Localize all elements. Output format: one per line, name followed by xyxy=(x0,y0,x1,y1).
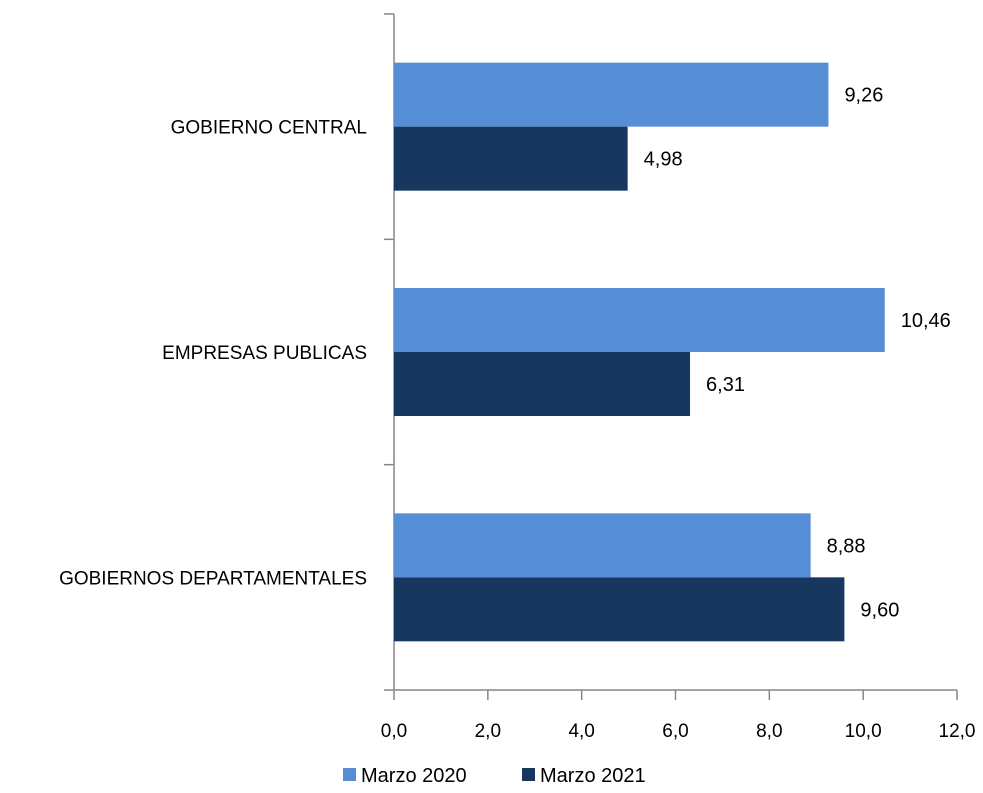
legend-swatch-marzo-2020 xyxy=(343,768,356,781)
legend-label-marzo-2020: Marzo 2020 xyxy=(361,765,467,787)
category-ticks xyxy=(384,13,394,691)
tick-labels: 0,0 2,0 4,0 6,0 8,0 10,0 12,0 xyxy=(381,721,976,742)
legend-label-marzo-2021: Marzo 2021 xyxy=(540,765,646,787)
x-tick-label: 8,0 xyxy=(756,721,782,742)
bar-marzo-2020-empresas-publicas xyxy=(394,288,885,352)
data-label: 9,60 xyxy=(860,599,899,621)
category-label: GOBIERNO CENTRAL xyxy=(171,118,367,139)
x-tick-label: 12,0 xyxy=(939,721,976,742)
data-label: 6,31 xyxy=(706,374,745,396)
bar-marzo-2020-gobiernos-departamentales xyxy=(394,513,811,578)
legend-swatch-marzo-2021 xyxy=(522,768,535,781)
x-tick-label: 2,0 xyxy=(475,721,501,742)
data-label: 10,46 xyxy=(901,310,951,332)
category-labels: GOBIERNO CENTRAL EMPRESAS PUBLICAS GOBIERN… xyxy=(59,118,367,590)
x-tick-label: 10,0 xyxy=(845,721,882,742)
data-label: 8,88 xyxy=(827,535,866,557)
bar-marzo-2021-gobiernos-departamentales xyxy=(394,577,845,642)
category-label: EMPRESAS PUBLICAS xyxy=(162,343,367,364)
bar-marzo-2021-gobierno-central xyxy=(394,126,628,191)
legend: Marzo 2020 Marzo 2021 xyxy=(343,765,646,787)
bars xyxy=(394,62,885,642)
data-labels: 9,26 4,98 10,46 6,31 8,88 9,60 xyxy=(644,85,951,622)
x-tick-label: 4,0 xyxy=(568,721,594,742)
x-tick-label: 6,0 xyxy=(662,721,688,742)
value-ticks xyxy=(393,690,958,700)
data-label: 4,98 xyxy=(644,149,683,171)
bar-marzo-2021-empresas-publicas xyxy=(394,352,691,416)
bar-marzo-2020-gobierno-central xyxy=(394,62,829,127)
data-label: 9,26 xyxy=(844,85,883,107)
category-label: GOBIERNOS DEPARTAMENTALES xyxy=(59,568,367,589)
x-tick-label: 0,0 xyxy=(381,721,407,742)
